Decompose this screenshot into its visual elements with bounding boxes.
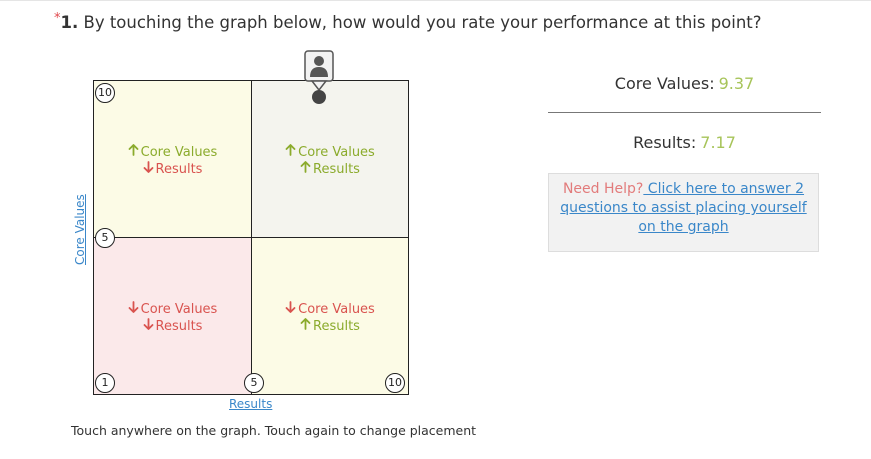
help-box: Need Help? Click here to answer 2 questi… xyxy=(548,173,819,252)
quadrant-bottom-left[interactable]: Core Values Results xyxy=(94,238,252,394)
y-tick-10: 10 xyxy=(95,83,115,103)
results-value: 7.17 xyxy=(700,133,736,152)
x-tick-10: 10 xyxy=(385,373,405,393)
help-link[interactable]: Click here to answer 2 questions to assi… xyxy=(560,181,807,235)
core-values-value: 9.37 xyxy=(718,74,755,93)
top-divider xyxy=(0,0,871,1)
graph-hint: Touch anywhere on the graph. Touch again… xyxy=(71,423,477,438)
question-text: By touching the graph below, how would y… xyxy=(83,13,762,32)
quadrant-top-right[interactable]: Core Values Results xyxy=(252,81,408,238)
performance-graph[interactable]: Core Values Results Core Values Results … xyxy=(93,80,409,395)
x-axis-label[interactable]: Results xyxy=(229,397,273,411)
origin-tick-1: 1 xyxy=(95,373,115,393)
arrow-down-icon xyxy=(143,318,154,335)
arrow-down-icon xyxy=(143,161,154,178)
y-tick-5: 5 xyxy=(95,228,115,248)
arrow-down-icon xyxy=(128,301,139,318)
arrow-up-icon xyxy=(285,144,296,161)
quadrant-bottom-right[interactable]: Core Values Results xyxy=(252,238,408,394)
required-marker: * xyxy=(54,11,61,26)
arrow-up-icon xyxy=(300,161,311,178)
quadrant-label: Core Values Results xyxy=(252,144,408,178)
arrow-down-icon xyxy=(285,301,296,318)
results-score: Results: 7.17 xyxy=(548,125,821,161)
quadrant-top-left[interactable]: Core Values Results xyxy=(94,81,252,238)
arrow-up-icon xyxy=(128,144,139,161)
core-values-score: Core Values: 9.37 xyxy=(548,66,821,102)
arrow-up-icon xyxy=(300,318,311,335)
quadrant-label: Core Values Results xyxy=(94,301,251,335)
core-values-label: Core Values: xyxy=(614,74,715,93)
score-panel: Core Values: 9.37 Results: 7.17 Need Help?… xyxy=(548,66,821,252)
results-label: Results: xyxy=(633,133,697,152)
placement-marker[interactable] xyxy=(304,50,334,108)
score-divider xyxy=(548,112,821,113)
user-icon xyxy=(304,50,334,104)
question-title: *1. By touching the graph below, how wou… xyxy=(54,11,762,32)
x-tick-5: 5 xyxy=(244,373,264,393)
need-help-label: Need Help? xyxy=(562,181,644,197)
quadrant-label: Core Values Results xyxy=(252,301,408,335)
quadrant-label: Core Values Results xyxy=(94,144,251,178)
y-axis-label[interactable]: Core Values xyxy=(73,194,87,265)
question-number: 1. xyxy=(60,13,79,32)
